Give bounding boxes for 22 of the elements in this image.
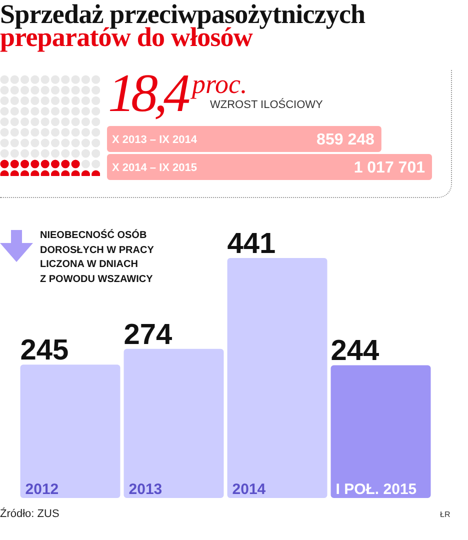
bar	[330, 365, 431, 498]
x-tick-label: 2013	[128, 481, 162, 498]
x-tick-label: 2014	[232, 481, 266, 498]
data-label: 244	[330, 335, 380, 368]
x-tick-label: I POŁ. 2015	[336, 481, 417, 498]
text: 18,4	[108, 62, 186, 124]
chart-title: NIEOBECNOŚĆ OSÓB DOROSŁYCH W PRACY LICZONA W DNIACH Z POWODU WSZAWICY	[40, 229, 154, 286]
y-tick-label: X 2014 – IX 2015	[112, 162, 198, 174]
data-label: 441	[227, 228, 276, 260]
data-label: 274	[124, 318, 172, 351]
text: WZROST ILOŚCIOWY	[210, 99, 323, 111]
y-tick-label: X 2013 – IX 2014	[112, 134, 198, 146]
text: proc.	[192, 69, 248, 100]
data-label: 859 248	[316, 131, 374, 148]
bar	[20, 364, 120, 498]
x-tick-label: 2012	[25, 481, 59, 498]
text: Źródło: ZUS	[0, 508, 60, 520]
bar	[124, 348, 224, 498]
data-label: 1 017 701	[354, 159, 426, 176]
bar	[227, 258, 328, 498]
data-label: 245	[20, 334, 69, 367]
text: ŁR	[440, 510, 450, 519]
